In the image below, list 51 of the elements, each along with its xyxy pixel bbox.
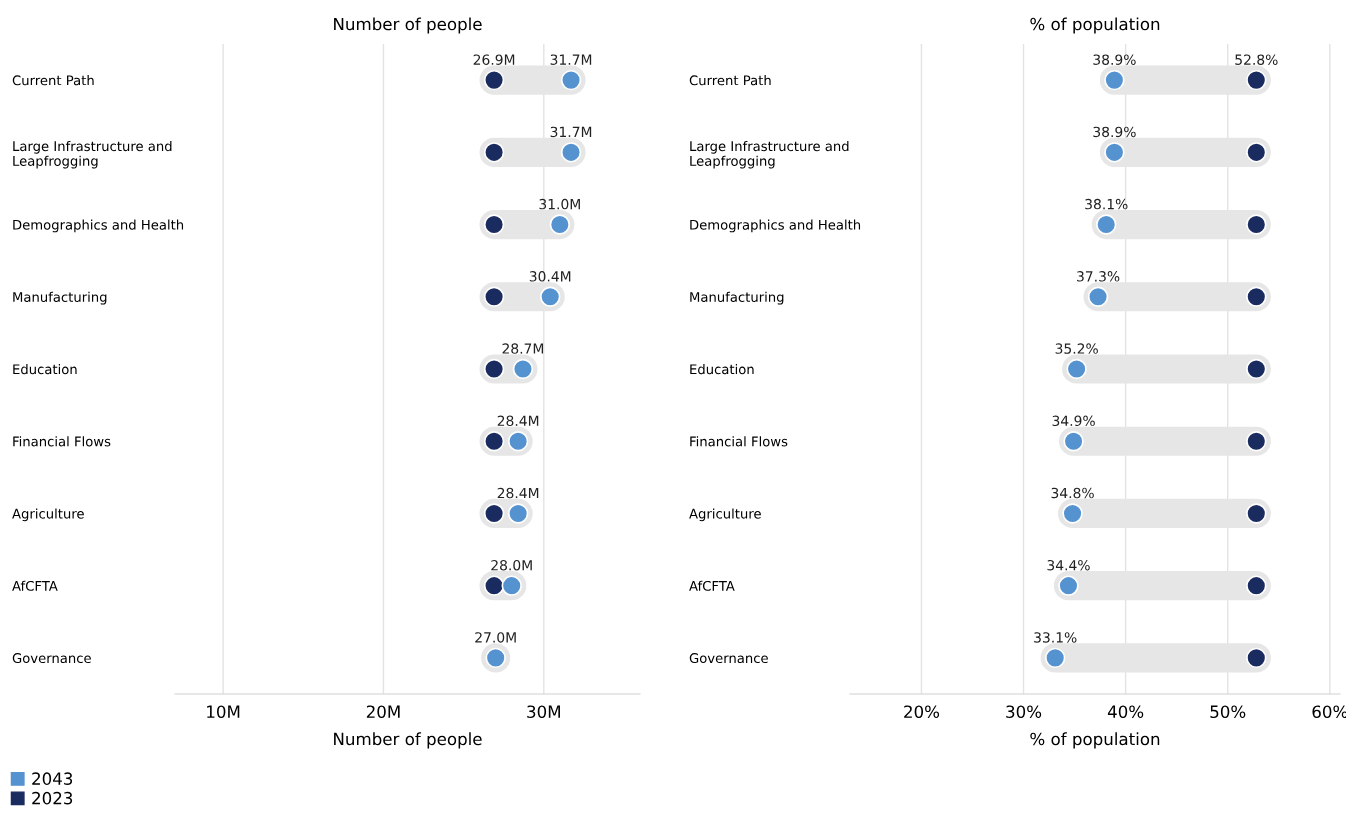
y-tick-label: Manufacturing (690, 291, 784, 305)
x-tick-label: 50% (1210, 705, 1246, 719)
data-label: 38.9% (1093, 54, 1136, 65)
data-label: 33.1% (1034, 632, 1077, 643)
data-label: 31.7M (550, 54, 592, 65)
y-tick-label: Education (13, 363, 77, 375)
data-label: 37.3% (1077, 271, 1120, 282)
y-tick-label: Current Path (689, 75, 771, 86)
y-tick-label: Large Infrastructure and Leapfrogging (13, 140, 172, 169)
data-label: 38.9% (1093, 126, 1136, 138)
legend-label: 2023 (32, 791, 73, 805)
y-tick-label: Education (690, 363, 754, 375)
y-tick-label: Agriculture (689, 508, 761, 522)
y-tick-label: Financial Flows (13, 436, 111, 447)
data-label: 52.8% (1235, 54, 1278, 65)
data-label: 30.4M (529, 271, 571, 282)
data-label: 34.9% (1052, 415, 1095, 427)
data-label: 28.0M (491, 559, 532, 571)
data-label: 34.4% (1047, 559, 1090, 571)
x-tick-label: 30M (527, 705, 560, 719)
data-label: 28.7M (502, 343, 544, 354)
x-tick-label: 20M (366, 705, 400, 719)
x-axis-title: % of population (1030, 732, 1160, 749)
y-tick-label: Demographics and Health (690, 219, 861, 233)
x-tick-label: 10M (207, 705, 240, 719)
y-tick-label: Demographics and Health (13, 219, 184, 233)
x-tick-label: 20% (904, 705, 940, 719)
x-tick-label: 40% (1107, 705, 1144, 719)
chart-title: % of population (1030, 17, 1160, 34)
data-label: 28.4M (497, 487, 539, 499)
y-tick-label: Financial Flows (690, 436, 788, 447)
y-tick-label: Manufacturing (13, 291, 107, 305)
legend-label: 2043 (32, 772, 73, 785)
y-tick-label: Governance (12, 653, 91, 664)
data-label: 38.1% (1085, 198, 1128, 210)
y-tick-label: AfCFTA (689, 580, 735, 591)
y-tick-label: Governance (689, 653, 768, 664)
y-tick-label: AfCFTA (12, 580, 58, 591)
chart-title: Number of people (334, 17, 482, 34)
data-label: 35.2% (1055, 343, 1098, 354)
data-label: 26.9M (473, 54, 515, 65)
y-tick-label: Current Path (12, 75, 94, 86)
y-tick-label: Agriculture (12, 508, 84, 522)
y-tick-label: Large Infrastructure and Leapfrogging (690, 140, 849, 169)
x-tick-label: 30% (1006, 705, 1042, 719)
data-label: 27.0M (475, 632, 516, 643)
x-axis-title: Number of people (334, 732, 482, 749)
data-label: 34.8% (1051, 487, 1094, 499)
data-label: 28.4M (497, 415, 539, 427)
data-label: 31.7M (550, 126, 592, 138)
data-label: 31.0M (539, 198, 580, 210)
